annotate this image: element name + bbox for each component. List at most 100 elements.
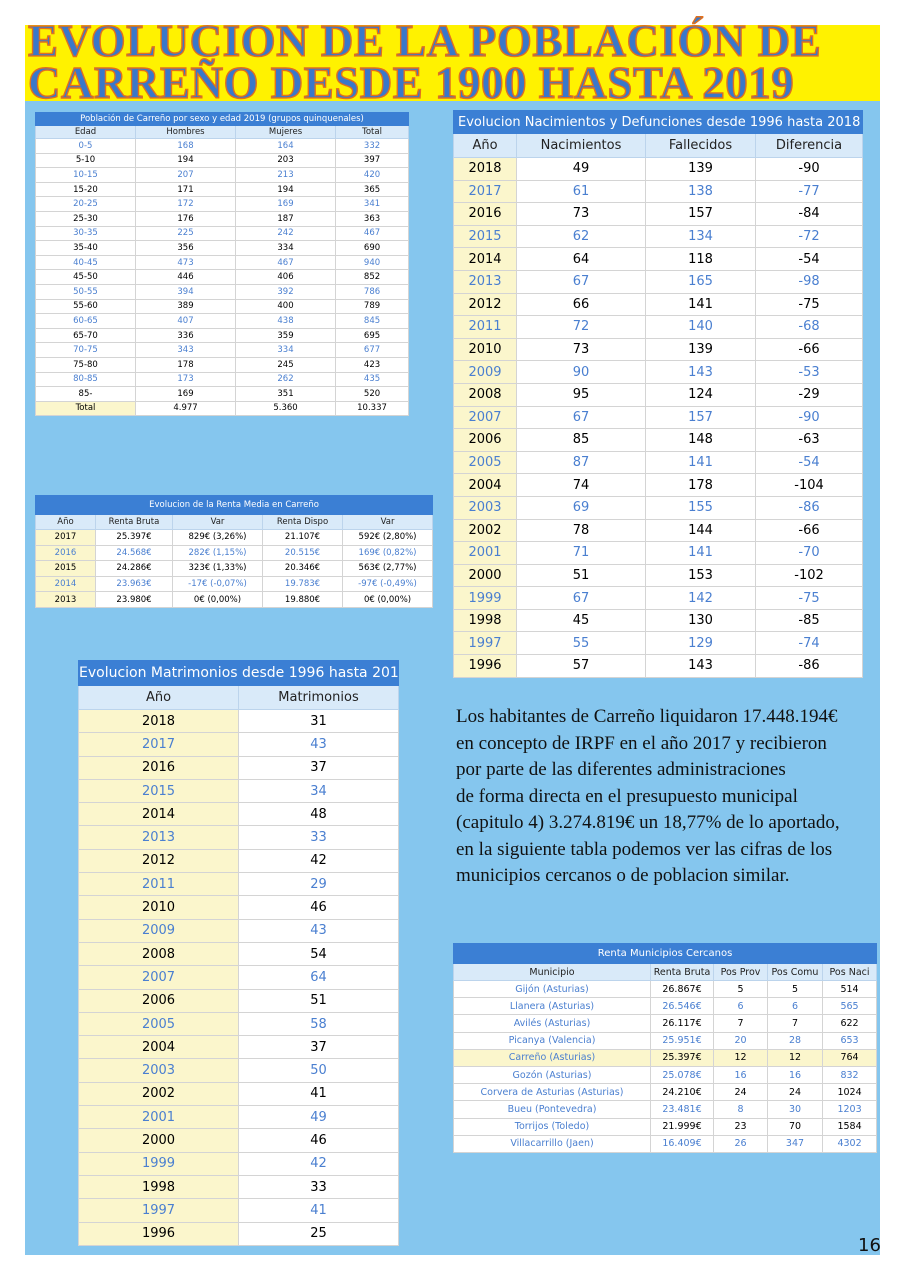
table-cell: 78 [516,518,646,543]
title-line: EVOLUCION DE LA POBLACIÓN DE [27,16,822,66]
table-cell: 1998 [453,608,517,633]
header-row: Edad Hombres Mujeres Total [35,125,410,139]
column-header: Pos Comu [767,963,823,981]
table-row: 2003 50 [78,1058,400,1083]
table-cell: 23.980€ [95,591,173,608]
table-cell: Torrijos (Toledo) [453,1117,651,1136]
table-cell: 25-30 [35,210,136,227]
table-cell: 332 [334,138,410,154]
table-cell: 70 [767,1117,823,1136]
table-row: 2017 61 138 -77 [453,179,864,204]
table-cell: 10.337 [334,400,410,417]
table-row: 2017 43 [78,732,400,757]
table-row: Carreño (Asturias) 25.397€ 12 12 764 [453,1048,878,1067]
table-cell: 940 [334,254,410,271]
table-row: 85- 169 351 520 [35,386,410,402]
table-cell: 66 [516,292,646,317]
table-cell: 143 [645,360,756,384]
table-cell: 71 [516,541,646,565]
table-cell: 45-50 [35,269,136,285]
table-cell: 33 [237,1174,400,1200]
table-cell: 1999 [78,1151,239,1176]
table-title: Evolucion Matrimonios desde 1996 hasta 2… [77,660,400,686]
table-cell: -84 [754,202,864,226]
table-row: 2015 34 [78,778,400,804]
table-cell: -75 [754,586,864,610]
table-cell: 60-65 [35,313,136,329]
table-cell: 359 [235,327,336,344]
table-cell: 389 [135,298,236,315]
page-number: 16 [858,1235,881,1256]
table-row: 80-85 173 262 435 [35,371,410,388]
table-cell: 323€ (1,33%) [172,560,263,577]
table-cell: 26.867€ [650,979,714,999]
table-row: 2011 29 [78,872,400,897]
table-cell: 520 [334,386,410,402]
column-header: Año [453,133,517,158]
table-cell: 48 [237,802,400,827]
table-cell: 1999 [453,586,517,610]
table-cell: 2016 [35,544,96,562]
table-row: 2001 71 141 -70 [453,541,864,565]
table-cell: 400 [235,298,336,315]
table-cell: 2000 [78,1128,239,1153]
column-header: Nacimientos [516,133,646,158]
column-header: Matrimonios [237,685,400,710]
table-cell: 242 [235,225,336,242]
table-cell: Villacarrillo (Jaen) [453,1134,651,1153]
table-cell: 213 [235,167,336,183]
table-cell: -63 [754,428,864,452]
table-cell: 467 [235,254,336,271]
table-cell: 0€ (0,00%) [172,591,263,608]
table-cell: 2008 [78,941,239,967]
table-cell: 207 [135,167,236,183]
table-cell: 64 [516,247,646,271]
table-cell: 2015 [78,778,239,804]
table-cell: 178 [135,356,236,373]
table-cell: 2009 [453,360,517,384]
table-cell: 20.346€ [262,560,343,577]
table-cell: 57 [516,654,646,678]
table-cell: 139 [645,157,756,181]
table-row: 1999 67 142 -75 [453,586,864,610]
table-row: 2011 72 140 -68 [453,315,864,339]
table-row: 2007 67 157 -90 [453,405,864,430]
table-cell: 134 [645,224,756,249]
table-cell: 171 [135,181,236,198]
table-cell: 67 [516,405,646,430]
table-cell: -54 [754,247,864,271]
table-cell: 2006 [78,988,239,1013]
table-cell: 141 [645,450,756,475]
table-row: Villacarrillo (Jaen) 16.409€ 26 347 4302 [453,1134,878,1153]
table-cell: 1998 [78,1174,239,1200]
table-cell: 30 [767,1100,823,1119]
column-header: Total [334,125,410,139]
table-cell: 25.951€ [650,1031,714,1050]
table-row: 2009 43 [78,918,400,943]
table-cell: 168 [135,138,236,154]
paragraph: Los habitantes de Carreño liquidaron 17.… [456,704,840,890]
table-cell: 829€ (3,26%) [172,529,263,546]
column-header: Fallecidos [645,133,756,158]
table-row: 2004 37 [78,1035,400,1060]
table-cell: 473 [135,254,236,271]
table-cell: 2002 [78,1081,239,1107]
table-cell: 695 [334,327,410,344]
table-row: 45-50 446 406 852 [35,269,410,285]
table-row: 55-60 389 400 789 [35,298,410,315]
table-cell: 25.078€ [650,1065,714,1085]
table-cell: 336 [135,327,236,344]
table-cell: 20 [713,1031,768,1050]
table-cell: Gijón (Asturias) [453,979,651,999]
table-cell: 2018 [78,708,239,734]
table-cell: 1997 [78,1198,239,1223]
table-row: 2001 49 [78,1105,400,1130]
table-cell: 26 [713,1134,768,1153]
table-cell: 343 [135,342,236,358]
table-cell: 852 [334,269,410,285]
header-row: Municipio Renta Bruta Pos Prov Pos Comu Pos … [453,963,878,981]
table-cell: 173 [135,371,236,388]
table-row: 1997 55 129 -74 [453,631,864,656]
table-row: 2002 78 144 -66 [453,518,864,543]
table-cell: 118 [645,247,756,271]
